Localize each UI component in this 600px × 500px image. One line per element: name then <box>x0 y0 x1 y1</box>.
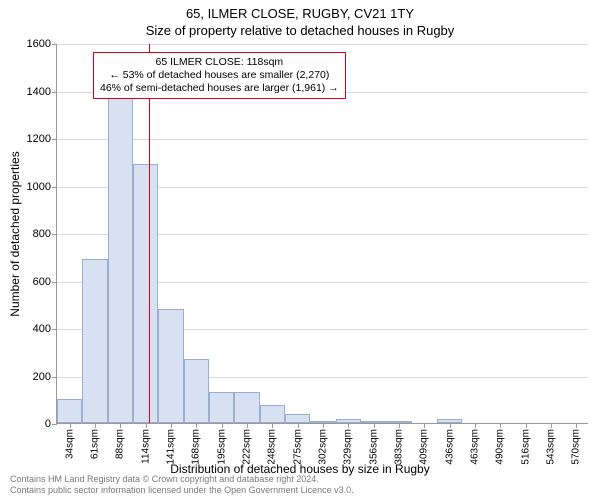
xtick-mark <box>348 423 349 428</box>
histogram-bar <box>133 164 158 423</box>
chart-title-line2: Size of property relative to detached ho… <box>0 21 600 38</box>
ytick-label: 1400 <box>27 86 51 98</box>
ytick-mark <box>52 377 57 378</box>
reference-line <box>149 44 150 423</box>
xtick-mark <box>95 423 96 428</box>
xtick-label: 302sqm <box>318 429 329 465</box>
xtick-label: 222sqm <box>242 429 253 465</box>
xtick-mark <box>450 423 451 428</box>
ytick-label: 1200 <box>27 133 51 145</box>
xtick-label: 141sqm <box>166 429 177 465</box>
attribution-line2: Contains public sector information licen… <box>10 485 354 496</box>
ytick-label: 200 <box>33 371 51 383</box>
xtick-mark <box>526 423 527 428</box>
ytick-label: 0 <box>45 418 51 430</box>
xtick-label: 248sqm <box>267 429 278 465</box>
xtick-label: 409sqm <box>419 429 430 465</box>
chart-title-line1: 65, ILMER CLOSE, RUGBY, CV21 1TY <box>0 0 600 21</box>
ytick-mark <box>52 234 57 235</box>
xtick-label: 275sqm <box>292 429 303 465</box>
xtick-label: 34sqm <box>64 429 75 459</box>
xtick-mark <box>399 423 400 428</box>
histogram-bar <box>108 86 133 423</box>
xtick-mark <box>500 423 501 428</box>
xtick-mark <box>247 423 248 428</box>
xtick-label: 114sqm <box>140 429 151 464</box>
ytick-mark <box>52 424 57 425</box>
annotation-box: 65 ILMER CLOSE: 118sqm← 53% of detached … <box>93 52 346 99</box>
xtick-mark <box>196 423 197 428</box>
ytick-label: 600 <box>33 276 51 288</box>
xtick-mark <box>551 423 552 428</box>
xtick-mark <box>222 423 223 428</box>
y-axis-label: Number of detached properties <box>8 151 22 316</box>
annotation-line: 65 ILMER CLOSE: 118sqm <box>100 56 339 69</box>
xtick-label: 168sqm <box>191 429 202 465</box>
xtick-label: 356sqm <box>368 429 379 465</box>
ytick-mark <box>52 187 57 188</box>
histogram-bar <box>158 309 183 423</box>
histogram-bar <box>184 359 209 423</box>
xtick-mark <box>374 423 375 428</box>
xtick-mark <box>146 423 147 428</box>
ytick-mark <box>52 329 57 330</box>
ytick-label: 1600 <box>27 38 51 50</box>
histogram-bar <box>260 405 285 423</box>
plot-area: 0200400600800100012001400160034sqm61sqm8… <box>56 44 588 424</box>
annotation-line: 46% of semi-detached houses are larger (… <box>100 82 339 95</box>
xtick-label: 543sqm <box>546 429 557 465</box>
xtick-mark <box>298 423 299 428</box>
xtick-label: 516sqm <box>520 429 531 465</box>
xtick-mark <box>70 423 71 428</box>
xtick-mark <box>576 423 577 428</box>
attribution-line1: Contains HM Land Registry data © Crown c… <box>10 474 354 485</box>
xtick-label: 463sqm <box>470 429 481 465</box>
ytick-mark <box>52 44 57 45</box>
ytick-mark <box>52 139 57 140</box>
histogram-bar <box>285 414 310 424</box>
xtick-label: 436sqm <box>444 429 455 465</box>
histogram-bar <box>57 399 82 423</box>
xtick-label: 61sqm <box>90 429 101 459</box>
xtick-mark <box>323 423 324 428</box>
xtick-mark <box>424 423 425 428</box>
ytick-label: 1000 <box>27 181 51 193</box>
xtick-label: 329sqm <box>343 429 354 465</box>
gridline-h <box>57 139 588 140</box>
xtick-label: 383sqm <box>394 429 405 465</box>
histogram-bar <box>234 392 259 423</box>
xtick-label: 490sqm <box>495 429 506 465</box>
xtick-mark <box>272 423 273 428</box>
gridline-h <box>57 44 588 45</box>
xtick-mark <box>120 423 121 428</box>
ytick-label: 800 <box>33 228 51 240</box>
ytick-mark <box>52 282 57 283</box>
xtick-label: 570sqm <box>571 429 582 465</box>
ytick-label: 400 <box>33 323 51 335</box>
annotation-line: ← 53% of detached houses are smaller (2,… <box>100 69 339 82</box>
histogram-bar <box>209 392 234 423</box>
xtick-mark <box>171 423 172 428</box>
histogram-bar <box>82 259 107 423</box>
attribution-text: Contains HM Land Registry data © Crown c… <box>10 474 354 496</box>
plot-wrap: 0200400600800100012001400160034sqm61sqm8… <box>56 44 588 424</box>
xtick-label: 88sqm <box>115 429 126 459</box>
xtick-label: 195sqm <box>216 429 227 465</box>
xtick-mark <box>475 423 476 428</box>
ytick-mark <box>52 92 57 93</box>
